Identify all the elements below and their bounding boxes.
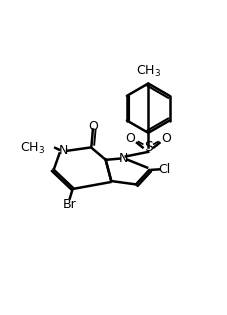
Text: O: O	[161, 132, 171, 145]
Text: CH$_3$: CH$_3$	[136, 64, 161, 79]
Text: N: N	[58, 144, 68, 157]
Text: Cl: Cl	[158, 163, 170, 176]
Text: N: N	[119, 152, 128, 165]
Text: O: O	[88, 120, 98, 133]
Text: S: S	[144, 140, 153, 154]
Text: CH$_3$: CH$_3$	[20, 141, 45, 156]
Text: Br: Br	[63, 198, 77, 211]
Text: O: O	[125, 132, 135, 145]
